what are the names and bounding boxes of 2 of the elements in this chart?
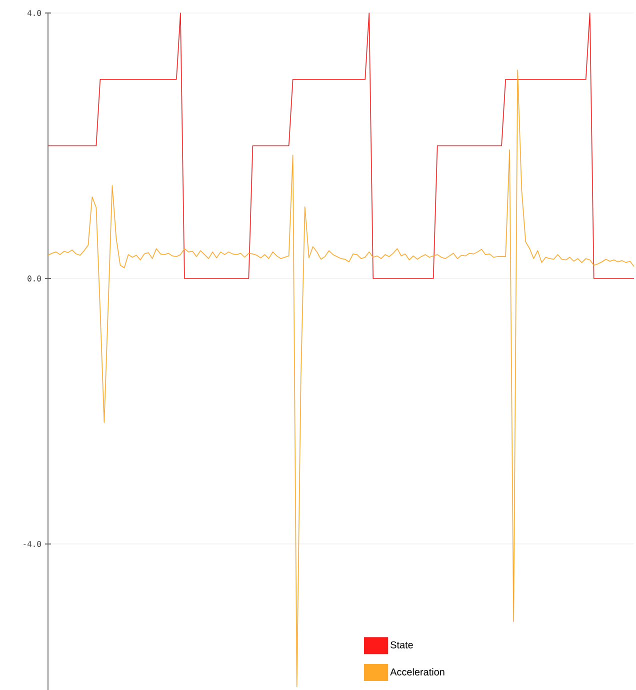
legend-label: State [390,641,413,648]
legend-label: Acceleration [390,668,444,676]
